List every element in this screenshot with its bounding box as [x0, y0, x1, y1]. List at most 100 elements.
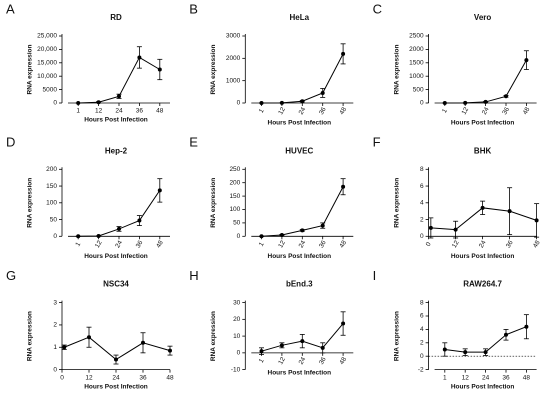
- y-tick-label: 0: [420, 233, 424, 240]
- x-tick-label: 48: [156, 108, 164, 115]
- data-point: [137, 55, 142, 60]
- chart-title: bEnd.3: [286, 280, 313, 289]
- y-tick-label: 150: [46, 183, 57, 190]
- y-tick-label: 2: [53, 322, 57, 329]
- y-tick-label: 20: [233, 316, 241, 323]
- panel-letter: I: [373, 268, 377, 283]
- y-tick-label: 6: [420, 183, 424, 190]
- data-point: [141, 340, 145, 345]
- x-axis-label: Hours Post Infection: [84, 117, 148, 124]
- x-tick-label: 48: [523, 374, 531, 381]
- data-point: [76, 234, 81, 239]
- x-tick-label: 36: [505, 239, 515, 249]
- x-axis-label: Hours Post Infection: [84, 383, 148, 390]
- x-tick-label: 36: [139, 374, 147, 381]
- y-tick-label: 0: [420, 100, 424, 107]
- x-tick-label: 12: [277, 356, 287, 366]
- x-tick-label: 36: [502, 374, 510, 381]
- y-tick-label: 15,000: [37, 60, 57, 67]
- x-tick-label: 48: [522, 106, 532, 116]
- y-tick-label: 200: [46, 166, 57, 173]
- x-tick-label: 24: [298, 239, 308, 249]
- panel-letter: G: [6, 268, 16, 283]
- data-point: [117, 226, 121, 231]
- data-point: [259, 234, 264, 239]
- data-point: [259, 349, 264, 354]
- x-tick-label: 36: [318, 356, 328, 366]
- x-tick-label: 36: [318, 239, 328, 249]
- chart-title: Hep-2: [105, 146, 128, 155]
- y-axis-label: RNA expression: [210, 178, 217, 228]
- y-tick-label: 20,000: [37, 46, 57, 53]
- x-axis-label: Hours Post Infection: [268, 370, 332, 377]
- y-tick-label: 2000: [409, 46, 424, 53]
- x-tick-label: 12: [277, 106, 287, 116]
- x-tick-label: 48: [338, 106, 348, 116]
- data-point: [96, 233, 101, 238]
- x-tick-label: 36: [135, 239, 145, 249]
- y-tick-label: 500: [413, 86, 424, 93]
- panel-letter: H: [189, 268, 198, 283]
- y-tick-label: 1: [53, 344, 57, 351]
- y-tick-label: 1000: [409, 73, 424, 80]
- x-axis-label: Hours Post Infection: [451, 383, 515, 390]
- y-axis-label: RNA expression: [393, 178, 400, 228]
- x-tick-label: 48: [338, 356, 348, 366]
- y-tick-label: 30: [233, 299, 241, 306]
- y-axis-label: RNA expression: [210, 44, 217, 94]
- chart-title: NSC34: [103, 280, 129, 289]
- chart-title: HUVEC: [285, 146, 313, 155]
- data-point: [480, 205, 485, 210]
- x-tick-label: 1: [76, 108, 80, 115]
- y-tick-label: 4: [420, 326, 424, 333]
- x-tick-label: 12: [461, 106, 471, 116]
- y-tick-label: 0: [53, 100, 57, 107]
- data-point: [300, 228, 305, 233]
- y-tick-label: 2000: [226, 55, 241, 62]
- data-point: [341, 184, 346, 189]
- x-tick-label: 12: [95, 108, 103, 115]
- y-tick-label: 10: [233, 333, 241, 340]
- x-tick-label: 48: [155, 239, 165, 249]
- panel-letter: B: [189, 1, 198, 16]
- data-point: [524, 58, 529, 63]
- x-tick-label: 24: [114, 239, 124, 249]
- data-point: [137, 218, 142, 223]
- x-tick-label: 12: [451, 239, 461, 249]
- data-point: [76, 101, 81, 105]
- data-point: [524, 324, 529, 329]
- y-tick-label: 0: [237, 100, 241, 107]
- y-tick-label: 2500: [409, 33, 424, 40]
- x-tick-label: 48: [532, 239, 542, 249]
- panel-letter: A: [6, 1, 15, 16]
- data-point: [279, 232, 284, 237]
- x-tick-label: 48: [166, 374, 174, 381]
- x-tick-label: 36: [318, 106, 328, 116]
- data-point: [300, 99, 305, 104]
- line: [64, 336, 171, 361]
- line: [261, 53, 344, 104]
- chart-title: RAW264.7: [463, 280, 502, 289]
- y-tick-label: 4: [420, 200, 424, 207]
- x-tick-label: 24: [112, 374, 120, 381]
- x-tick-label: 1: [74, 241, 82, 248]
- panel-letter: F: [373, 135, 381, 150]
- data-point: [157, 67, 162, 72]
- chart-title: BHK: [474, 146, 492, 155]
- x-tick-label: 12: [94, 239, 104, 249]
- data-point: [504, 332, 508, 337]
- y-tick-label: 5000: [43, 86, 58, 93]
- y-tick-label: 8: [420, 166, 424, 173]
- y-tick-label: 6: [420, 313, 424, 320]
- y-tick-label: 0: [237, 350, 241, 357]
- data-point: [320, 345, 325, 350]
- x-tick-label: 12: [85, 374, 93, 381]
- x-tick-label: 0: [425, 241, 433, 248]
- chart-title: Vero: [474, 13, 491, 22]
- x-axis-label: Hours Post Infection: [268, 253, 332, 260]
- data-point: [463, 100, 468, 105]
- y-tick-label: 2: [420, 216, 424, 223]
- x-tick-label: 36: [136, 108, 144, 115]
- data-point: [320, 90, 325, 95]
